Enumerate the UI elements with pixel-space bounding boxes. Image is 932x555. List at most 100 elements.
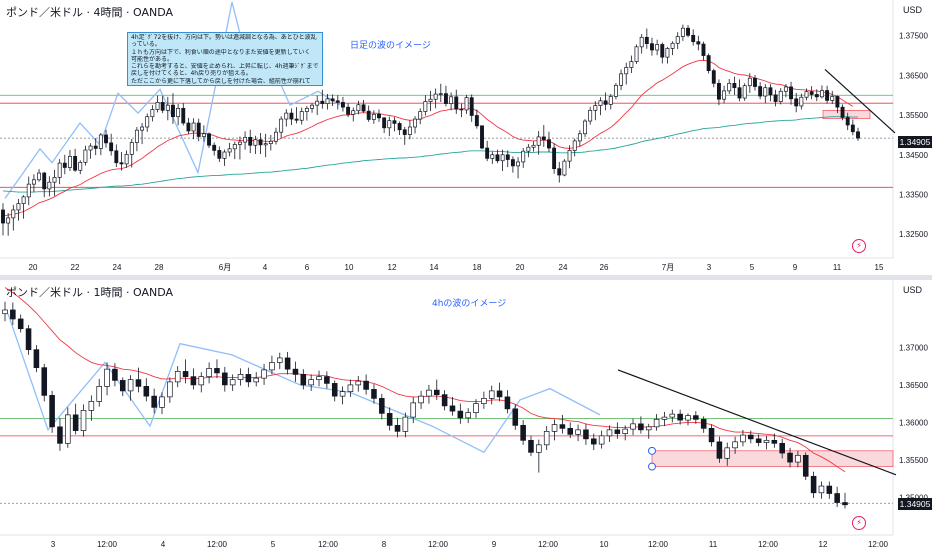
top-candle — [845, 117, 850, 126]
bottom-candle — [112, 368, 118, 381]
bottom-zone-handle — [648, 446, 656, 455]
top-candle — [397, 123, 402, 131]
top-x-tick-label: 10 — [345, 263, 354, 272]
top-x-tick-label: 20 — [516, 263, 525, 272]
top-x-tick-label: 6月 — [219, 263, 231, 272]
bottom-candle — [214, 368, 220, 374]
top-candle — [474, 115, 479, 127]
top-candle — [737, 87, 742, 99]
top-candle — [294, 118, 299, 121]
top-x-tick-label: 9 — [793, 263, 798, 272]
bottom-candle — [284, 357, 291, 370]
bottom-candle — [763, 439, 770, 443]
top-candle — [263, 143, 268, 146]
top-y-tick-label: 1.34500 — [899, 151, 928, 160]
top-candle — [237, 141, 242, 145]
top-candle — [289, 112, 294, 120]
bottom-candle — [449, 405, 456, 412]
top-candle — [320, 100, 325, 104]
bottom-current-price-tag: 1.34905 — [898, 498, 932, 510]
top-candle — [181, 107, 186, 124]
analysis-note-line: っている。 — [131, 41, 161, 49]
top-candle — [418, 111, 423, 120]
top-candle — [603, 100, 608, 105]
bottom-candle — [700, 419, 707, 429]
top-candle — [351, 110, 356, 115]
top-candle — [413, 118, 417, 128]
bottom-candle — [363, 380, 369, 390]
top-trend-line — [824, 69, 896, 134]
top-candle — [557, 168, 562, 176]
bottom-candle — [496, 390, 503, 398]
top-candle — [758, 86, 763, 97]
bottom-candle — [229, 379, 236, 386]
top-candle — [284, 112, 289, 120]
bottom-candle — [331, 383, 338, 397]
top-candle — [639, 36, 644, 48]
top-candle — [433, 93, 438, 100]
bottom-candle — [433, 389, 440, 395]
top-candle — [624, 67, 629, 75]
top-candle — [392, 120, 397, 124]
bottom-lightning-icon[interactable]: ⚡ — [852, 516, 866, 530]
top-candle — [449, 96, 454, 104]
top-candle — [613, 84, 618, 97]
top-candle — [706, 55, 711, 71]
top-candle — [814, 94, 819, 98]
top-candle — [423, 101, 428, 112]
bottom-candle — [261, 369, 267, 379]
bottom-candle — [693, 415, 699, 420]
bottom-candle — [127, 379, 134, 392]
top-lightning-icon[interactable]: ⚡ — [852, 239, 866, 253]
top-x-tick-label: 14 — [430, 263, 439, 272]
top-candle — [680, 27, 685, 37]
top-x-tick-label: 15 — [875, 263, 884, 272]
top-candle — [722, 90, 727, 100]
bottom-y-tick-label: 1.35000 — [899, 493, 928, 502]
bottom-x-tick-label: 12:00 — [538, 540, 559, 549]
top-candle — [572, 140, 577, 151]
bottom-candle — [771, 439, 778, 444]
top-candle — [629, 61, 634, 68]
top-candle — [191, 122, 196, 132]
analysis-note-line: くるため、通筆まで戻さない可能性も考えられ、少し難しくなりそ — [131, 85, 319, 86]
top-candle — [701, 43, 706, 56]
top-candle — [346, 106, 351, 115]
top-chart-panel[interactable]: 1.37500 1.36500 1.35500 1.34500 1.33500 1.325… — [0, 0, 932, 275]
analysis-note-line: １ｈも方向は下で、利食い順の途中となりまた安値を更新していく — [131, 48, 311, 56]
bottom-candle — [402, 416, 409, 432]
bottom-chart-svg[interactable]: 1.37000 1.36500 1.36000 1.35500 1.35000 3 12:0… — [0, 280, 932, 550]
top-chart-svg[interactable]: 1.37500 1.36500 1.35500 1.34500 1.33500 1.325… — [0, 0, 932, 275]
bottom-x-tick-label: 12:00 — [97, 540, 118, 549]
bottom-candle — [355, 380, 362, 386]
top-candle — [459, 108, 464, 111]
bottom-candle — [410, 402, 417, 418]
top-candle — [109, 142, 114, 152]
top-x-tick-label: 12 — [388, 263, 397, 272]
top-candle — [140, 126, 145, 131]
top-candle — [552, 147, 557, 170]
bottom-candle — [630, 423, 636, 430]
bottom-candle — [426, 389, 432, 397]
bottom-candle — [2, 309, 8, 315]
bottom-candle — [371, 389, 377, 399]
top-x-tick-label: 28 — [155, 263, 164, 272]
top-candle — [536, 136, 541, 146]
bottom-candle — [276, 357, 283, 363]
panel-divider[interactable] — [0, 275, 932, 280]
top-candle — [655, 44, 660, 51]
bottom-chart-panel[interactable]: 1.37000 1.36500 1.36000 1.35500 1.35000 3 12:0… — [0, 280, 932, 550]
bottom-candle — [245, 374, 252, 383]
top-candle — [799, 96, 804, 107]
bottom-candle — [567, 428, 574, 435]
bottom-candle — [119, 380, 126, 392]
top-candle — [660, 44, 665, 58]
top-candle — [562, 160, 567, 176]
bottom-candle — [198, 376, 205, 386]
top-y-tick-label: 1.33500 — [899, 190, 928, 199]
analysis-note-box[interactable]: 4h足ﾞｸﾞ72を抜け、方向は下。勢いは逓減調となる為、あとひと波乱 っている。 １… — [127, 32, 323, 86]
top-candle — [619, 73, 624, 86]
top-candle — [377, 113, 381, 119]
top-candle — [732, 82, 737, 89]
bottom-candle — [787, 452, 793, 463]
